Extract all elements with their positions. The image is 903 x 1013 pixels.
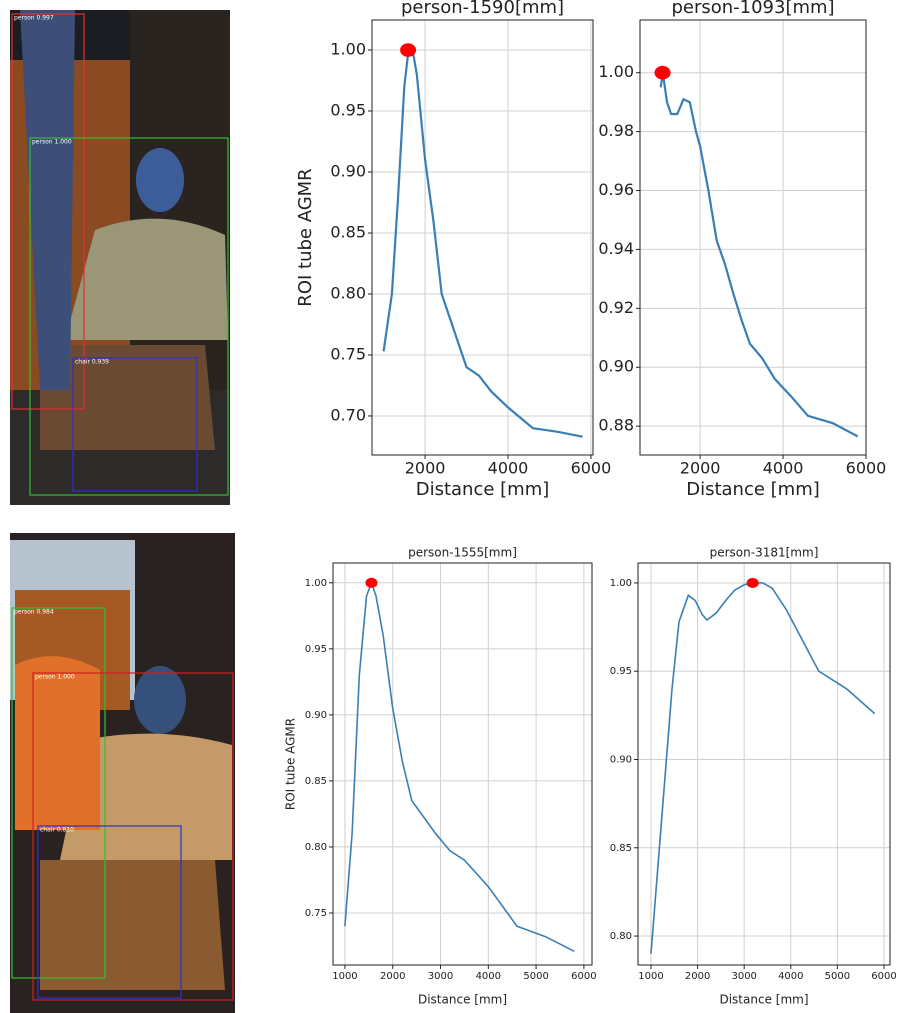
y-tick-label: 0.98 xyxy=(598,121,634,140)
y-tick-label: 0.85 xyxy=(330,222,366,241)
y-tick-label: 0.92 xyxy=(598,298,634,317)
plot-area xyxy=(333,563,592,965)
y-tick-label: 0.90 xyxy=(610,754,632,765)
x-tick-label: 6000 xyxy=(571,459,612,478)
detection-label: person 1.000 xyxy=(35,674,75,681)
chart-title: person-3181[mm] xyxy=(710,546,819,560)
x-tick-label: 6000 xyxy=(846,459,887,478)
y-tick-label: 0.90 xyxy=(305,710,327,721)
y-tick-label: 0.88 xyxy=(598,416,634,435)
y-tick-label: 0.75 xyxy=(330,344,366,363)
chart: 0.75 0.80 0.85 0.90 0.95 1.00 1000 2000 3000 4000… xyxy=(284,546,597,1007)
y-tick-label: 0.96 xyxy=(598,180,634,199)
y-tick-label: 1.00 xyxy=(330,40,366,59)
chart-title: person-1555[mm] xyxy=(408,546,517,560)
chart-title: person-1590[mm] xyxy=(401,0,564,18)
y-tick-label: 0.85 xyxy=(610,843,632,854)
x-tick-label: 1000 xyxy=(638,971,663,982)
y-tick-label: 0.70 xyxy=(330,405,366,424)
peak-marker xyxy=(655,66,671,80)
y-tick-label: 0.75 xyxy=(305,908,327,919)
y-tick-label: 1.00 xyxy=(305,578,327,589)
x-axis-label: Distance [mm] xyxy=(416,479,550,500)
figure: person 0.997 person 1.000 chair 0.939 perso… xyxy=(0,0,903,1013)
y-tick-label: 0.94 xyxy=(598,239,634,258)
chart: 0.70 0.75 0.80 0.85 0.90 0.95 1.00 2000 4000 6000… xyxy=(295,0,611,500)
x-tick-label: 2000 xyxy=(380,971,405,982)
y-tick-label: 0.90 xyxy=(330,161,366,180)
chart: 0.80 0.85 0.90 0.95 1.00 1000 2000 3000 4000 5000… xyxy=(610,546,897,1007)
detection-label: person 0.997 xyxy=(14,15,54,22)
x-tick-label: 4000 xyxy=(488,459,529,478)
peak-marker xyxy=(365,578,377,588)
y-axis-label: ROI tube AGMR xyxy=(295,168,316,306)
x-tick-label: 6000 xyxy=(871,971,896,982)
detection-label: person 1.000 xyxy=(32,139,72,146)
x-tick-label: 4000 xyxy=(778,971,803,982)
y-tick-label: 1.00 xyxy=(598,62,634,81)
y-tick-label: 0.80 xyxy=(330,283,366,302)
x-tick-label: 2000 xyxy=(680,459,721,478)
detection-label: chair 0.810 xyxy=(40,827,74,834)
detection-label: person 0.984 xyxy=(14,609,54,616)
y-tick-label: 0.90 xyxy=(598,357,634,376)
x-tick-label: 4000 xyxy=(476,971,501,982)
peak-marker xyxy=(747,578,759,588)
chart-title: person-1093[mm] xyxy=(671,0,834,18)
y-axis-label: ROI tube AGMR xyxy=(284,718,298,810)
photo-bottom xyxy=(10,533,235,1013)
plot-area xyxy=(640,20,866,455)
y-tick-label: 0.85 xyxy=(305,776,327,787)
x-tick-label: 2000 xyxy=(405,459,446,478)
x-tick-label: 5000 xyxy=(523,971,548,982)
x-axis-label: Distance [mm] xyxy=(418,993,507,1007)
y-tick-label: 0.80 xyxy=(305,842,327,853)
detection-label: chair 0.939 xyxy=(75,359,109,366)
y-tick-label: 0.80 xyxy=(610,931,632,942)
y-tick-label: 0.95 xyxy=(305,644,327,655)
x-tick-label: 5000 xyxy=(825,971,850,982)
peak-marker xyxy=(400,43,416,57)
x-tick-label: 4000 xyxy=(763,459,804,478)
plot-area xyxy=(638,563,890,965)
chart: 0.88 0.90 0.92 0.94 0.96 0.98 1.00 2000 4000 6000… xyxy=(598,0,886,500)
x-axis-label: Distance [mm] xyxy=(719,993,808,1007)
y-tick-label: 0.95 xyxy=(330,101,366,120)
x-tick-label: 3000 xyxy=(428,971,453,982)
x-tick-label: 6000 xyxy=(571,971,596,982)
x-tick-label: 2000 xyxy=(685,971,710,982)
x-tick-label: 1000 xyxy=(332,971,357,982)
y-tick-label: 1.00 xyxy=(610,578,632,589)
y-tick-label: 0.95 xyxy=(610,666,632,677)
x-axis-label: Distance [mm] xyxy=(686,479,820,500)
x-tick-label: 3000 xyxy=(731,971,756,982)
